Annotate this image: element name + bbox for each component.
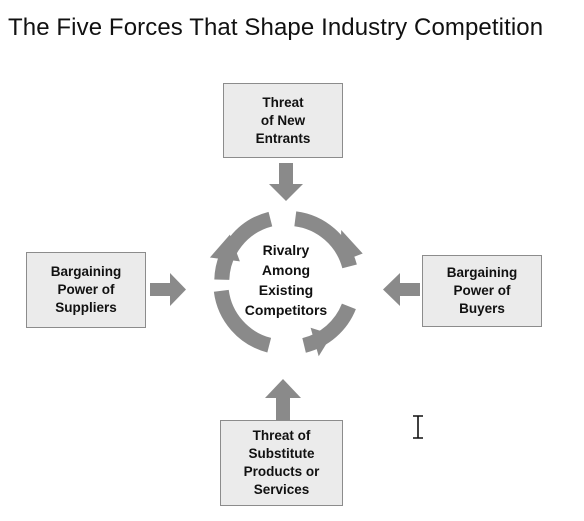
box-threat-substitutes: Threat of Substitute Products or Service… xyxy=(220,420,343,506)
diagram-title: The Five Forces That Shape Industry Comp… xyxy=(8,14,544,41)
rivalry-label: Rivalry Among Existing Competitors xyxy=(244,242,328,318)
arrow-right-icon xyxy=(150,273,186,306)
rivalry-cycle-icon xyxy=(209,211,363,357)
new-entrants-label: Threat of New Entrants xyxy=(255,94,311,146)
buyers-label: Bargaining Power of Buyers xyxy=(446,265,518,316)
arrow-up-icon xyxy=(265,379,301,420)
arrow-down-icon xyxy=(269,163,303,201)
suppliers-label: Bargaining Power of Suppliers xyxy=(50,264,122,315)
text-cursor-icon xyxy=(413,415,423,439)
box-supplier-power: Bargaining Power of Suppliers xyxy=(26,252,146,328)
substitutes-label: Threat of Substitute Products or Service… xyxy=(243,428,320,497)
arrow-left-icon xyxy=(383,273,420,306)
box-threat-new-entrants: Threat of New Entrants xyxy=(223,83,343,158)
box-buyer-power: Bargaining Power of Buyers xyxy=(422,255,542,327)
